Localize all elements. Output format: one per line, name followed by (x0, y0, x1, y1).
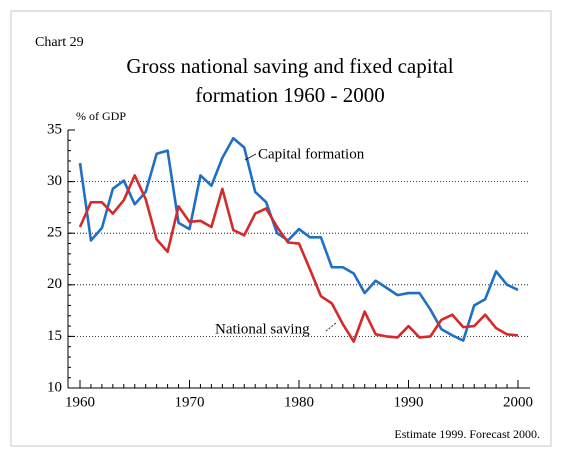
note: Estimate 1999. Forecast 2000. (394, 427, 540, 441)
y-tick-label: 15 (47, 328, 62, 344)
y-tick-label: 20 (47, 276, 62, 292)
label-arrow (325, 322, 337, 332)
series-label: Capital formation (258, 146, 365, 162)
y-tick-label: 25 (47, 225, 62, 241)
x-tick-label: 2000 (503, 394, 533, 410)
x-tick-label: 1990 (394, 394, 424, 410)
x-tick-label: 1960 (65, 394, 95, 410)
series-line (78, 174, 519, 343)
series-label: National saving (215, 321, 310, 337)
y-tick-label: 10 (47, 379, 62, 395)
label-arrow (244, 153, 257, 161)
chart-label: Chart 29 (35, 35, 84, 50)
chart-title: formation 1960 - 2000 (195, 83, 385, 107)
series-line (78, 136, 519, 342)
y-tick-label: 35 (47, 121, 62, 137)
x-tick-label: 1980 (284, 394, 314, 410)
x-tick-label: 1970 (175, 394, 205, 410)
frame (10, 10, 552, 447)
y-axis-label: % of GDP (76, 109, 126, 123)
y-tick-label: 30 (47, 173, 62, 189)
chart-title: Gross national saving and fixed capital (126, 54, 453, 78)
